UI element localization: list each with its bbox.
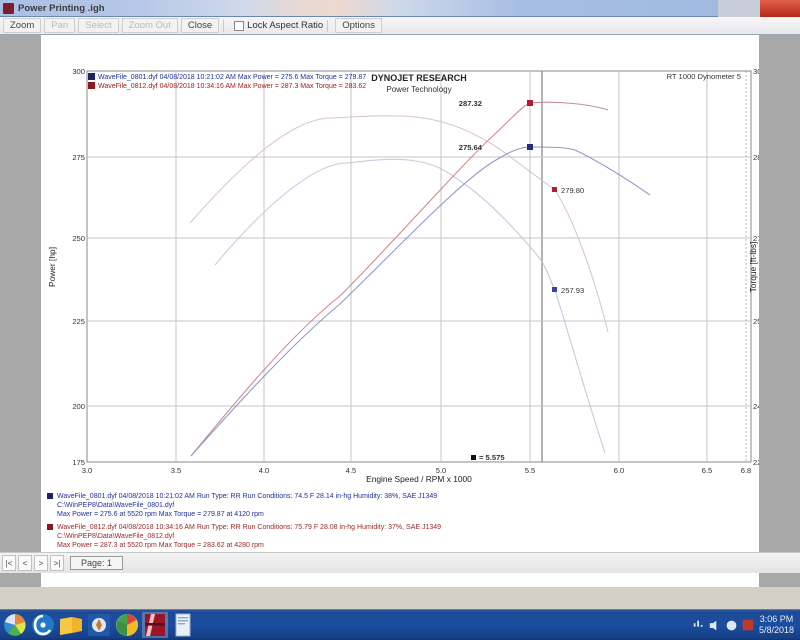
svg-text:270: 270 xyxy=(753,234,759,243)
svg-text:4.5: 4.5 xyxy=(346,466,357,475)
svg-text:250: 250 xyxy=(72,234,85,243)
svg-text:Power Technology: Power Technology xyxy=(386,85,451,94)
svg-text:287.32: 287.32 xyxy=(459,99,482,108)
svg-text:Engine Speed / RPM x 1000: Engine Speed / RPM x 1000 xyxy=(366,474,472,484)
svg-text:300: 300 xyxy=(753,67,759,76)
svg-text:285: 285 xyxy=(753,153,759,162)
svg-text:6.5: 6.5 xyxy=(702,466,713,475)
svg-text:225: 225 xyxy=(753,458,759,467)
svg-text:6.0: 6.0 xyxy=(614,466,625,475)
svg-text:DYNOJET RESEARCH: DYNOJET RESEARCH xyxy=(371,73,467,83)
svg-text:200: 200 xyxy=(72,402,85,411)
svg-text:WaveFile_0801.dyf 04/08/2018: WaveFile_0801.dyf 04/08/2018 10:21:02 AM… xyxy=(98,74,366,81)
svg-text:275: 275 xyxy=(72,153,85,162)
svg-text:6.8: 6.8 xyxy=(741,466,752,475)
svg-text:Torque [ft-lbs]: Torque [ft-lbs] xyxy=(748,242,758,293)
svg-text:WaveFile_0812.dyf 04/08/2018: WaveFile_0812.dyf 04/08/2018 10:34:16 AM… xyxy=(98,83,366,90)
svg-text:3.5: 3.5 xyxy=(171,466,182,475)
svg-text:240: 240 xyxy=(753,402,759,411)
svg-text:257.93: 257.93 xyxy=(561,286,584,295)
svg-text:300: 300 xyxy=(72,67,85,76)
svg-text:= 5.575: = 5.575 xyxy=(479,453,505,462)
svg-text:5.0: 5.0 xyxy=(436,466,447,475)
svg-text:3.0: 3.0 xyxy=(82,466,93,475)
svg-text:RT 1000 Dynometer 5: RT 1000 Dynometer 5 xyxy=(667,72,741,81)
svg-text:279.80: 279.80 xyxy=(561,186,584,195)
svg-text:225: 225 xyxy=(72,317,85,326)
svg-text:275.64: 275.64 xyxy=(459,143,483,152)
svg-text:Power [hp]: Power [hp] xyxy=(47,247,57,287)
svg-text:5.5: 5.5 xyxy=(525,466,536,475)
svg-text:4.0: 4.0 xyxy=(259,466,270,475)
svg-text:255: 255 xyxy=(753,317,759,326)
